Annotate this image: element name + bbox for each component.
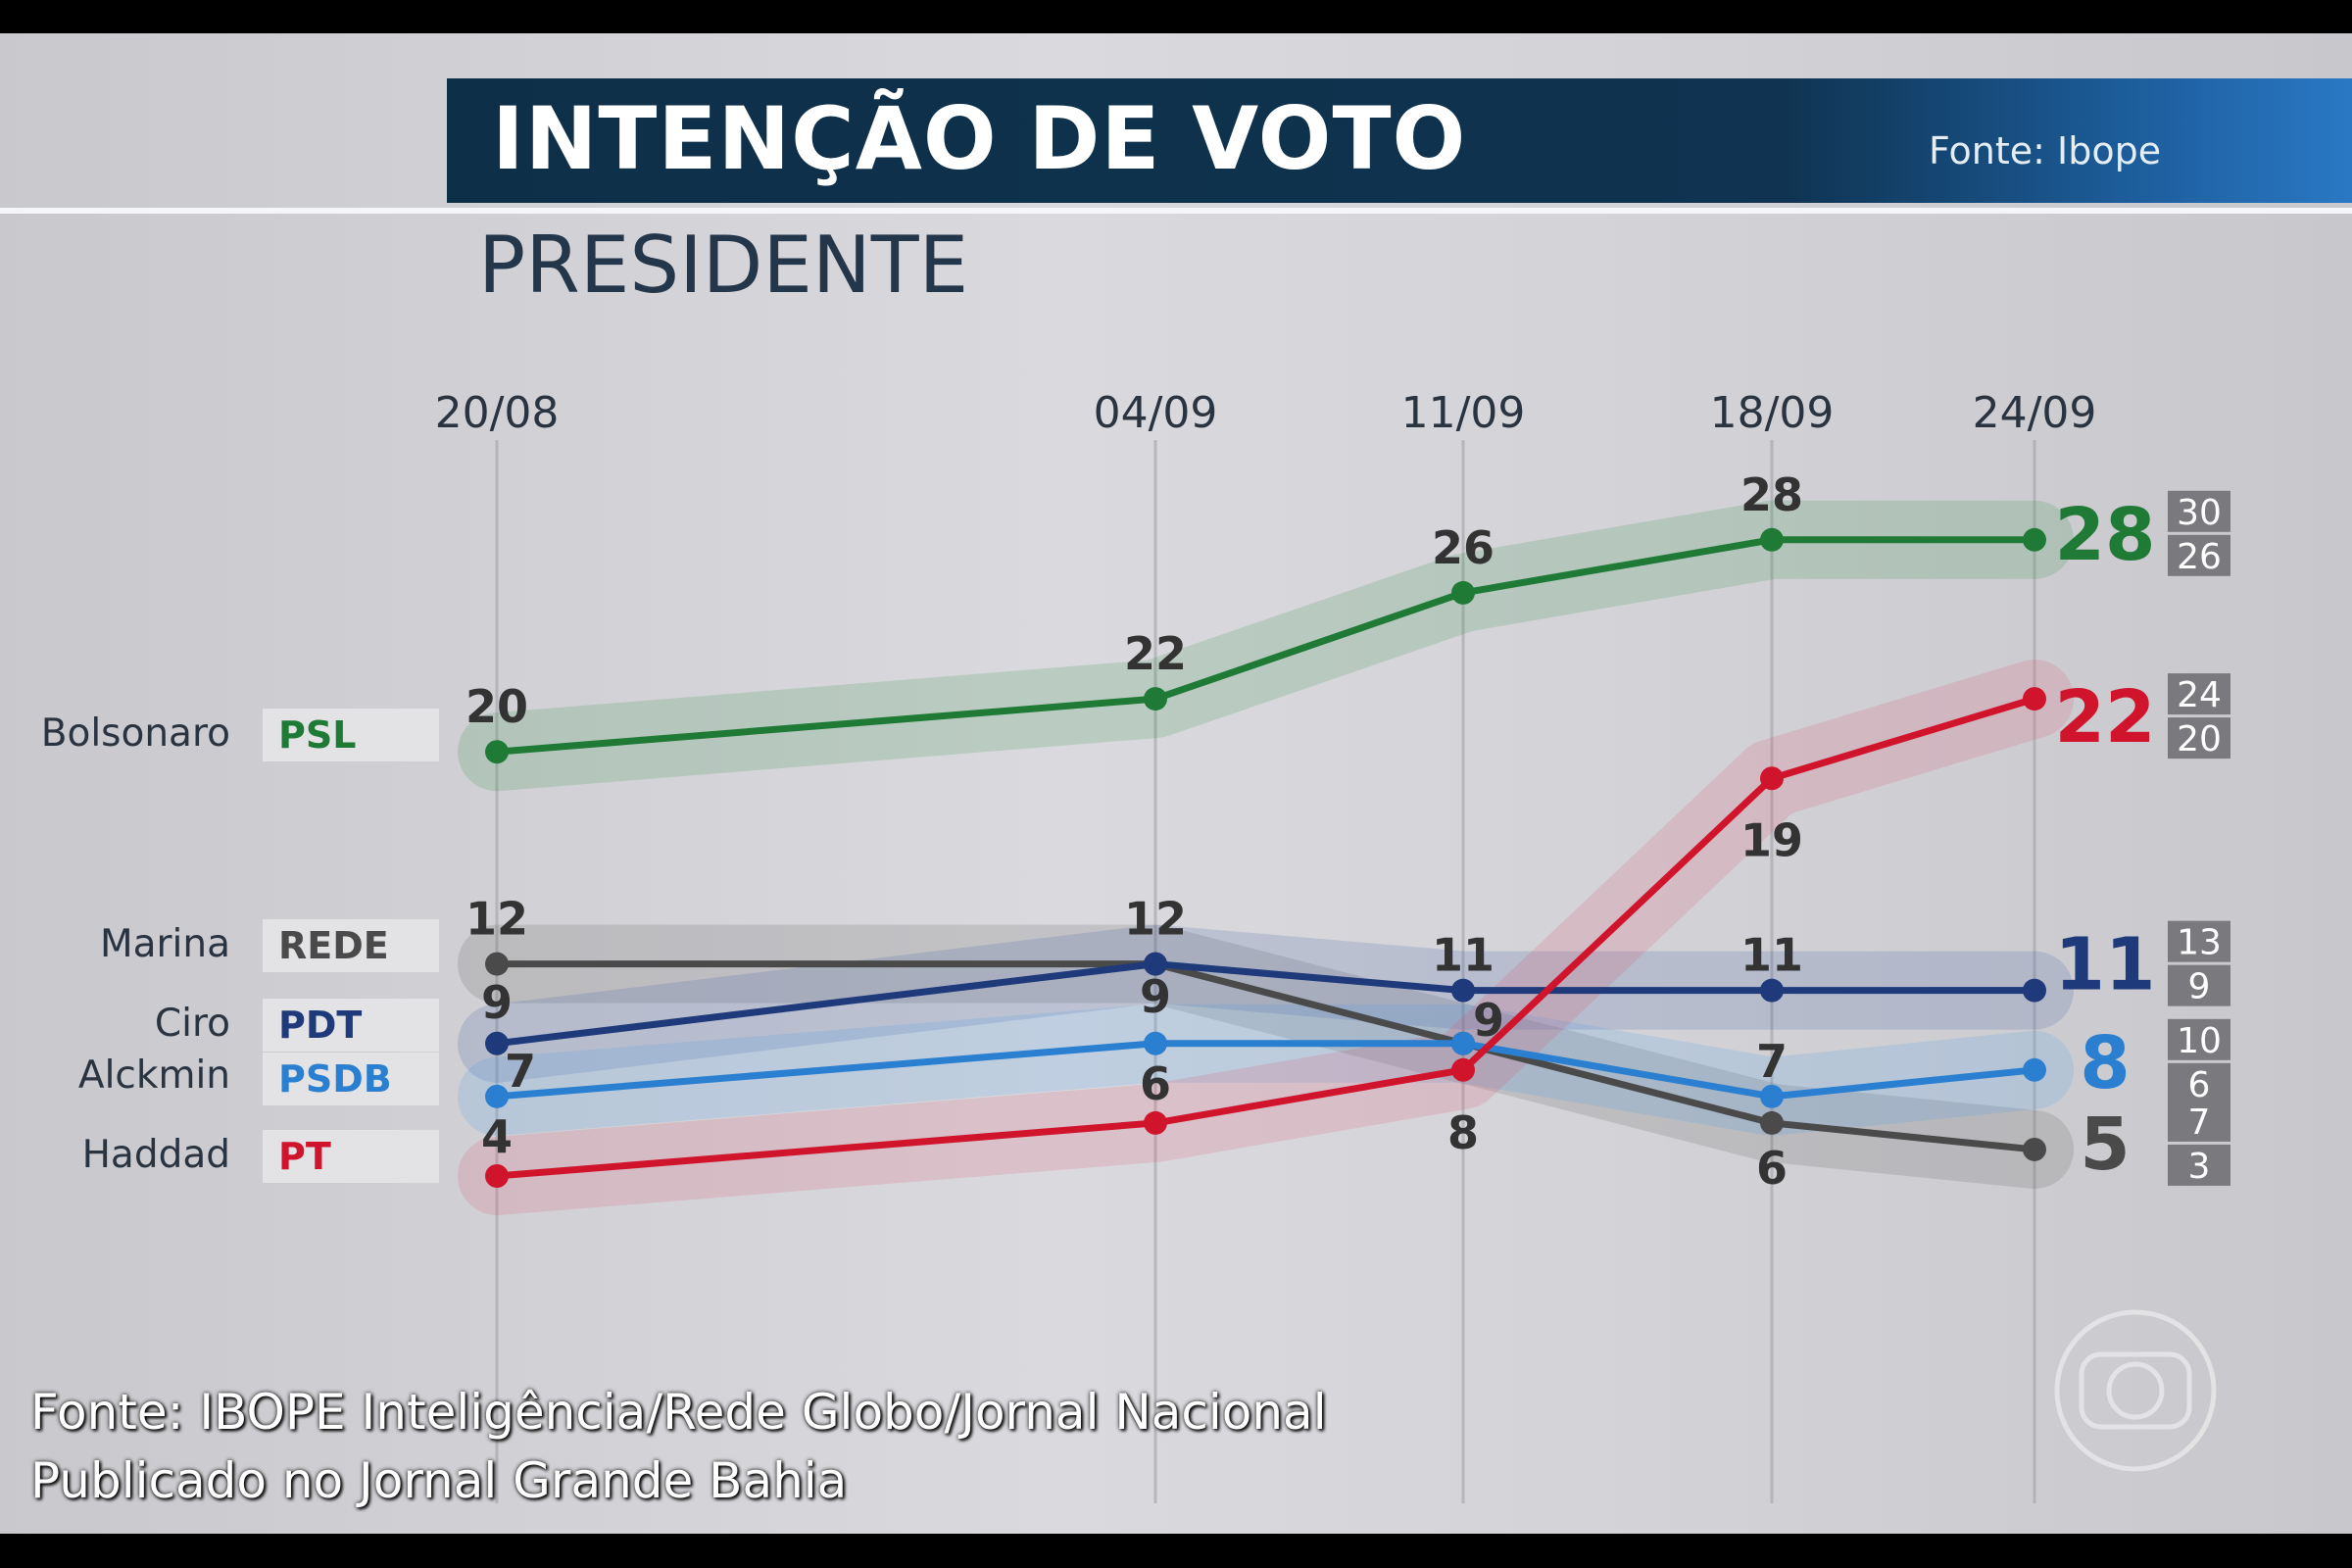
data-label: 12 — [1124, 893, 1187, 946]
data-point — [1144, 1031, 1167, 1055]
data-point — [2023, 527, 2046, 552]
data-label: 26 — [1432, 521, 1494, 574]
page-subtitle: PRESIDENTE — [478, 220, 969, 311]
x-tick-label: 18/09 — [1710, 388, 1835, 438]
data-label: 7 — [1756, 1035, 1788, 1088]
range-value: 10 — [2177, 1021, 2222, 1061]
range-box — [2168, 534, 2230, 576]
legend-name-marina: Marina — [99, 922, 230, 966]
data-point — [485, 1164, 509, 1188]
legend-party-pt: PT — [263, 1130, 439, 1183]
range-box — [2168, 717, 2230, 760]
title-banner — [447, 78, 2352, 203]
range-box — [2168, 920, 2230, 962]
legend-party-psdb: PSDB — [263, 1053, 439, 1105]
legend-name-bolsonaro: Bolsonaro — [40, 711, 230, 756]
range-box — [2168, 673, 2230, 715]
data-label: 9 — [1140, 970, 1171, 1023]
source-label: Fonte: Ibope — [1929, 129, 2162, 172]
data-point — [2023, 1057, 2046, 1082]
page-title: INTENÇÃO DE VOTO — [492, 88, 1467, 189]
data-point — [485, 740, 509, 764]
legend-name-ciro: Ciro — [154, 1002, 230, 1046]
globo-logo — [2054, 1309, 2217, 1472]
range-box — [2168, 964, 2230, 1006]
final-value-marina: 5 — [2080, 1102, 2131, 1187]
data-label: 11 — [1432, 929, 1494, 982]
range-value: 24 — [2177, 675, 2222, 715]
range-value: 13 — [2177, 923, 2222, 963]
data-point — [1451, 1057, 1475, 1082]
data-point — [2023, 1137, 2046, 1161]
data-label: 11 — [1740, 929, 1803, 982]
data-label: 19 — [1740, 813, 1803, 866]
range-value: 30 — [2177, 493, 2222, 533]
data-point — [1144, 952, 1167, 976]
x-tick-label: 24/09 — [1973, 388, 2097, 438]
legend-name-haddad: Haddad — [81, 1133, 230, 1177]
footer-source: Fonte: IBOPE Inteligência/Rede Globo/Jor… — [30, 1384, 1327, 1441]
data-point — [1451, 1031, 1475, 1055]
data-point — [485, 1084, 509, 1108]
x-tick-label: 04/09 — [1094, 388, 1218, 438]
legend-name-alckmin: Alckmin — [77, 1054, 230, 1098]
range-box — [2168, 490, 2230, 532]
legend-party-rede: REDE — [263, 919, 439, 972]
final-value-ciro: 11 — [2055, 923, 2156, 1007]
data-label: 20 — [466, 680, 528, 733]
data-label: 8 — [1447, 1106, 1479, 1159]
series-halo-bolsonaro — [458, 500, 2074, 792]
range-value: 20 — [2177, 719, 2222, 760]
data-point — [1451, 580, 1475, 605]
data-point — [1760, 978, 1784, 1003]
data-label: 6 — [1756, 1142, 1788, 1195]
data-point — [485, 952, 509, 976]
range-box — [2168, 1144, 2230, 1186]
data-point — [1760, 527, 1784, 552]
banner-divider — [0, 208, 2352, 214]
data-point — [1144, 1110, 1167, 1135]
data-label: 28 — [1740, 468, 1803, 521]
final-value-alckmin: 8 — [2080, 1021, 2131, 1105]
data-point — [2023, 687, 2046, 711]
data-label: 6 — [1140, 1057, 1171, 1110]
data-label: 9 — [481, 976, 513, 1029]
legend-party-pdt: PDT — [263, 999, 439, 1052]
range-value: 26 — [2177, 537, 2222, 577]
x-tick-label: 11/09 — [1401, 388, 1526, 438]
data-point — [485, 1031, 509, 1055]
range-value: 3 — [2188, 1147, 2211, 1187]
range-value: 7 — [2188, 1102, 2211, 1143]
data-point — [1760, 1084, 1784, 1108]
range-value: 6 — [2188, 1065, 2211, 1105]
footer-publisher: Publicado no Jornal Grande Bahia — [30, 1452, 848, 1509]
range-box — [2168, 1100, 2230, 1142]
data-point — [1760, 766, 1784, 791]
final-value-haddad: 22 — [2055, 675, 2156, 760]
chart-stage: INTENÇÃO DE VOTO Fonte: Ibope PRESIDENTE… — [0, 33, 2352, 1534]
range-box — [2168, 1062, 2230, 1104]
range-box — [2168, 1018, 2230, 1060]
data-point — [2023, 978, 2046, 1003]
legend-party-psl: PSL — [263, 709, 439, 761]
data-point — [1451, 978, 1475, 1003]
data-label: 4 — [481, 1110, 513, 1163]
data-label: 7 — [505, 1045, 536, 1098]
data-label: 22 — [1124, 627, 1187, 680]
data-point — [1760, 1110, 1784, 1135]
data-label: 12 — [466, 893, 528, 946]
final-value-bolsonaro: 28 — [2055, 493, 2156, 577]
x-tick-label: 20/08 — [435, 388, 560, 438]
data-point — [1144, 687, 1167, 711]
range-value: 9 — [2188, 967, 2211, 1007]
